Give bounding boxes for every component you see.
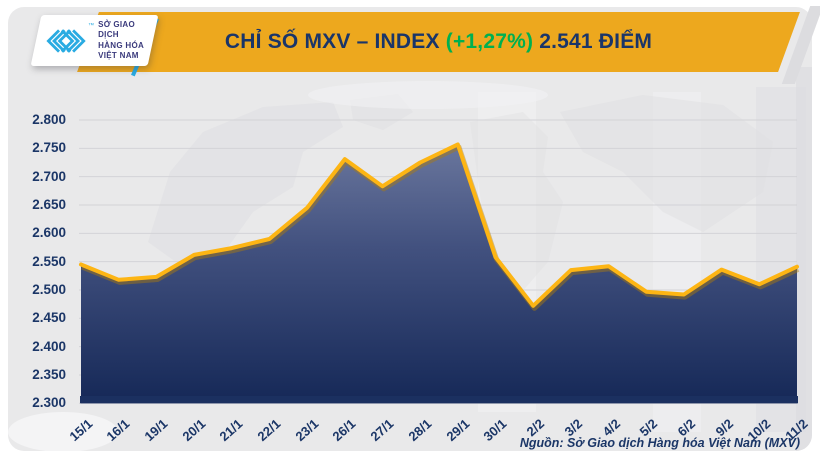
background-panel: [8, 7, 812, 451]
y-axis-label: 2.500: [32, 281, 66, 297]
y-axis-label: 2.650: [32, 196, 66, 212]
title-main-text: CHỈ SỐ MXV – INDEX: [224, 30, 440, 53]
world-map-watermark: [8, 67, 812, 451]
chart-title: CHỈ SỐ MXV – INDEX (+1,27%) 2.541 ĐIỂM: [88, 12, 789, 72]
index-line-shadow: [81, 144, 800, 311]
mxv-chevrons-icon: [46, 28, 86, 53]
title-banner: CHỈ SỐ MXV – INDEX (+1,27%) 2.541 ĐIỂM: [77, 12, 800, 72]
trademark-symbol: ™: [88, 23, 95, 29]
y-axis-label: 2.800: [32, 112, 66, 127]
y-axis-label: 2.750: [32, 140, 66, 156]
y-axis-label: 2.700: [32, 168, 66, 184]
title-change-percent: (+1,27%): [445, 30, 534, 53]
y-axis-label: 2.400: [32, 338, 66, 354]
y-axis-label: 2.300: [32, 395, 66, 411]
x-axis-bar: [80, 396, 798, 404]
logo-line-2: HÀNG HÓA: [98, 40, 145, 50]
index-line: [79, 142, 799, 308]
logo-line-3: VIỆT NAM: [98, 50, 139, 60]
y-axis-label: 2.550: [32, 253, 66, 269]
y-axis-label: 2.600: [32, 225, 66, 241]
y-axis-label: 2.350: [32, 366, 66, 382]
index-area-fill: [81, 144, 797, 404]
title-points-value: 2.541 ĐIỂM: [539, 30, 653, 53]
mxv-logo-text: SỞ GIAO DỊCH HÀNG HÓA VIỆT NAM: [98, 20, 153, 62]
source-note: Nguồn: Sở Giao dịch Hàng hóa Việt Nam (M…: [519, 436, 800, 450]
logo-line-1: SỞ GIAO DỊCH: [98, 19, 136, 40]
mxv-logo-card: ™ SỞ GIAO DỊCH HÀNG HÓA VIỆT NAM: [30, 15, 159, 66]
y-axis-label: 2.450: [32, 310, 66, 326]
